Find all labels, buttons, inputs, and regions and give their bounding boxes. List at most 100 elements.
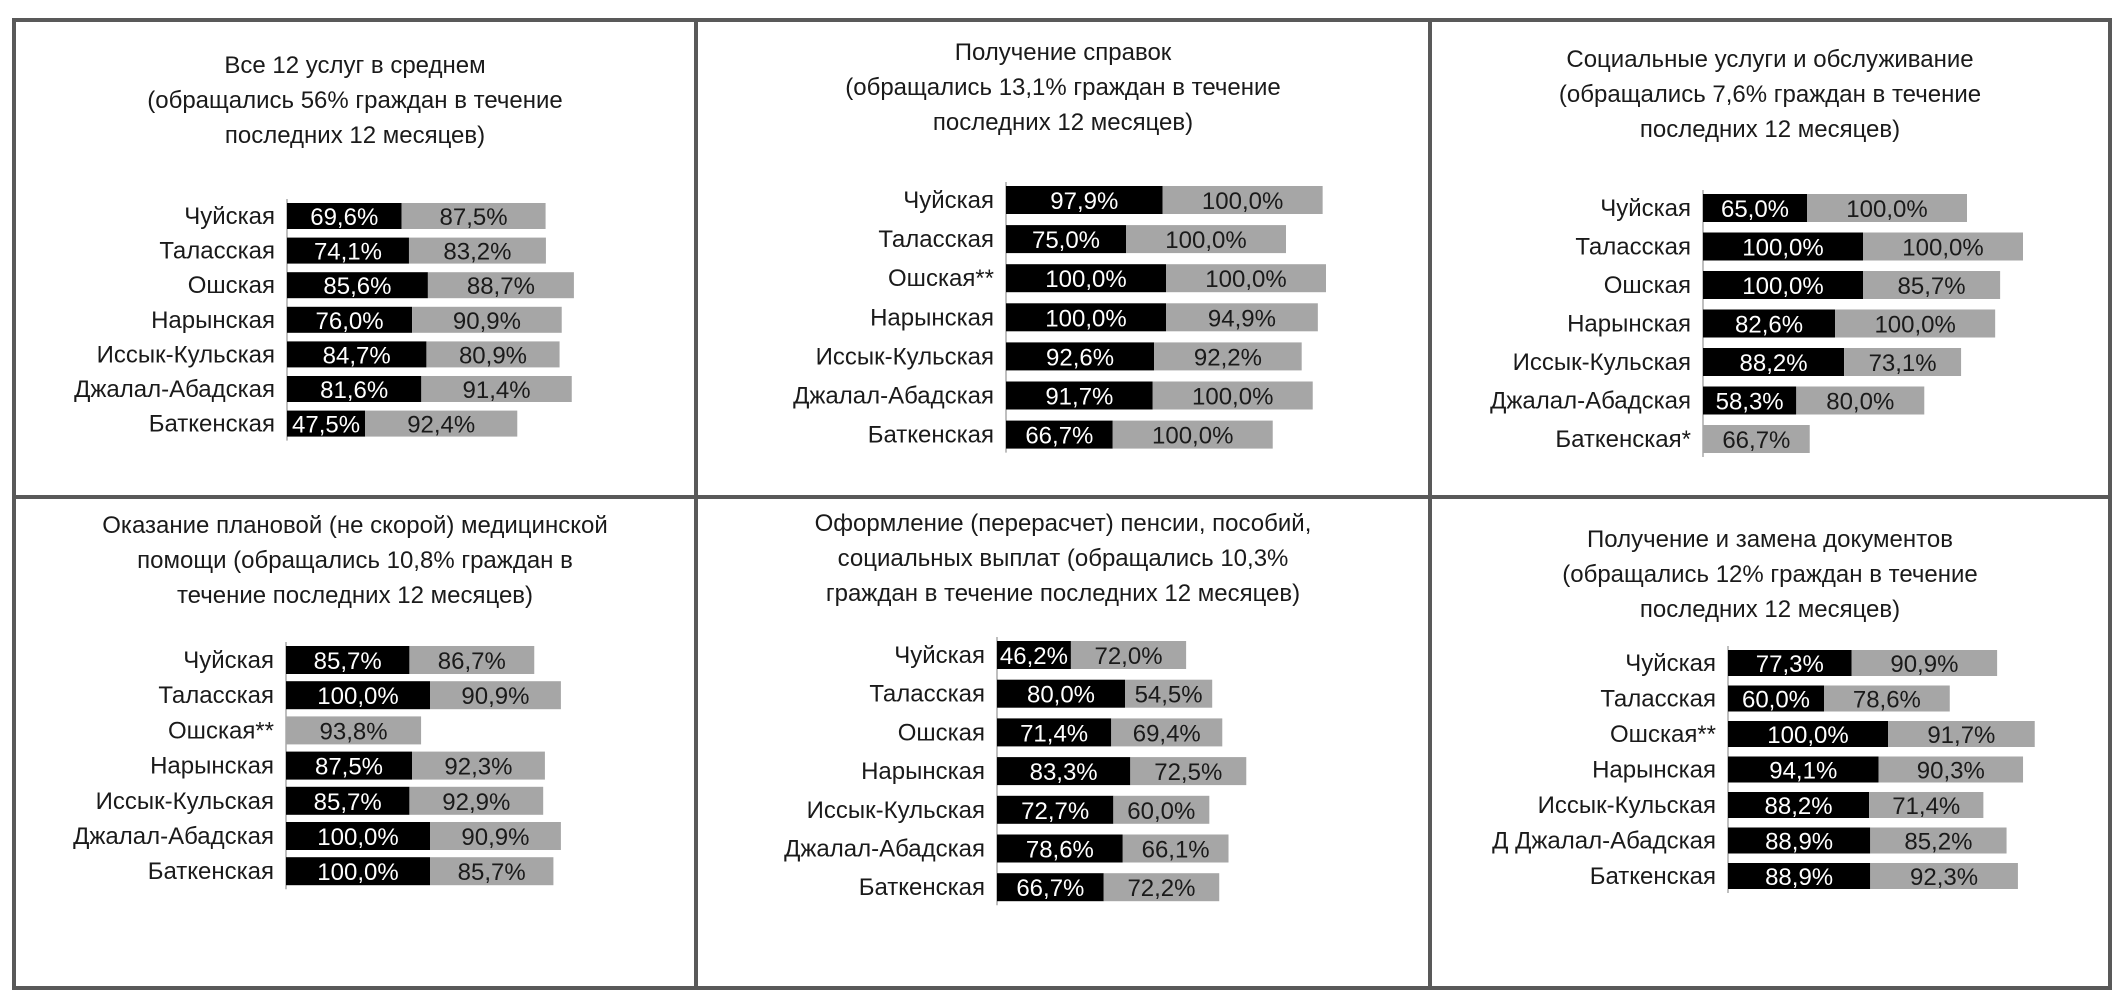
data-label: 100,0%	[1045, 266, 1126, 293]
category-label: Нарынская	[861, 758, 985, 785]
data-label: 85,6%	[323, 273, 391, 300]
data-label: 72,7%	[1021, 798, 1089, 825]
bar-segment-gray	[1162, 186, 1323, 214]
bar-segment-black	[286, 822, 430, 850]
data-label: 66,7%	[1025, 423, 1093, 450]
data-label: 100,0%	[1742, 235, 1823, 262]
data-label: 88,9%	[1765, 829, 1833, 856]
chart-title-line: Оказание плановой (не скорой) медицинско…	[102, 512, 608, 539]
bar-chart-svg: Чуйская 65,0% 100,0% Таласская 100,0% 100,0% О…	[1490, 190, 2023, 457]
bar-segment-gray	[1835, 309, 1996, 338]
data-label: 100,0%	[1874, 312, 1955, 339]
chart-title-line: Оформление (перерасчет) пенсии, пособий,	[814, 510, 1312, 537]
category-label: Нарынская	[150, 753, 274, 780]
category-label: Нарынская	[151, 307, 275, 334]
bar-chart-svg: Чуйская 85,7% 86,7% Таласская 100,0% 90,9% Ошс…	[73, 642, 561, 890]
bar-segment-gray	[430, 681, 561, 710]
category-label: Джалал-Абадская	[73, 823, 274, 850]
data-label: 77,3%	[1756, 651, 1824, 678]
bar-segment-black	[1728, 721, 1888, 747]
data-label: 82,6%	[1735, 312, 1803, 339]
data-label: 92,2%	[1194, 344, 1262, 371]
category-label: Баткенская	[859, 874, 985, 901]
bar-segment-gray	[1152, 381, 1313, 410]
bar-segment-gray	[1863, 271, 2001, 299]
data-label: 74,1%	[314, 239, 382, 266]
bar-segment-black	[997, 679, 1125, 708]
bar-segment-gray	[1844, 348, 1962, 376]
data-label: 60,0%	[1742, 687, 1810, 714]
bar-segment-black	[1728, 827, 1871, 854]
bar-segment-gray	[1870, 863, 2018, 889]
data-label: 81,6%	[320, 377, 388, 404]
data-label: 92,6%	[1046, 344, 1114, 371]
bar-segment-black	[997, 873, 1104, 902]
data-label: 80,0%	[1027, 682, 1095, 709]
bar-segment-gray	[1851, 650, 1998, 676]
category-label: Джалал-Абадская	[784, 836, 985, 863]
bar-chart-svg: Чуйская 97,9% 100,0% Таласская 75,0% 100,0% Ош…	[793, 182, 1326, 453]
bar-segment-black	[287, 203, 402, 229]
data-label: 46,2%	[1000, 643, 1068, 670]
bar-segment-gray	[401, 203, 546, 229]
bar-segment-gray	[1869, 792, 1984, 818]
data-label: 92,9%	[442, 789, 510, 816]
bar-segment-gray	[1130, 757, 1247, 786]
chart-panel-5: Оформление (перерасчет) пенсии, пособий,…	[698, 499, 1428, 986]
category-label: Баткенская*	[1555, 426, 1691, 453]
data-label: 78,6%	[1853, 687, 1921, 714]
bar-segment-black	[997, 795, 1114, 824]
data-label: 92,3%	[444, 754, 512, 781]
bar-segment-black	[997, 834, 1123, 863]
data-label: 93,8%	[320, 718, 388, 745]
bar-segment-gray	[1070, 641, 1187, 669]
bar-segment-black	[1703, 271, 1863, 299]
bar-segment-gray	[412, 751, 545, 780]
bar-segment-black	[1728, 650, 1852, 676]
category-label: Чуйская	[1625, 650, 1716, 677]
bar-segment-black	[997, 641, 1071, 669]
data-label: 100,0%	[1742, 273, 1823, 300]
data-label: 100,0%	[1152, 423, 1233, 450]
data-label: 94,1%	[1769, 758, 1837, 785]
data-label: 100,0%	[1192, 384, 1273, 411]
data-label: 88,2%	[1765, 793, 1833, 820]
data-label: 71,4%	[1020, 720, 1088, 747]
chart-title-line: последних 12 месяцев)	[1639, 596, 1901, 623]
bar-segment-gray	[1154, 342, 1302, 371]
bar-segment-black	[1006, 420, 1113, 449]
bar-segment-gray	[1703, 425, 1810, 453]
bar-segment-black	[286, 646, 410, 674]
bar-segment-black	[286, 857, 430, 886]
bar-segment-black	[1006, 381, 1153, 410]
bar-segment-black	[286, 681, 430, 710]
bar-segment-black	[1703, 348, 1845, 376]
data-label: 85,7%	[1898, 273, 1966, 300]
bar-segment-black	[1703, 309, 1836, 338]
chart-title-line: (обращались 56% граждан в течение	[147, 87, 563, 114]
chart-title: Получение справок (обращались 13,1% гражд…	[698, 35, 1428, 140]
data-label: 72,5%	[1154, 759, 1222, 786]
data-label: 75,0%	[1032, 227, 1100, 254]
category-label: Джалал-Абадская	[793, 383, 994, 410]
category-label: Чуйская	[184, 203, 275, 230]
data-label: 85,7%	[458, 859, 526, 886]
data-label: 80,0%	[1826, 389, 1894, 416]
data-label: 66,7%	[1016, 875, 1084, 902]
data-label: 100,0%	[1902, 235, 1983, 262]
category-label: Чуйская	[1600, 195, 1691, 222]
data-label: 100,0%	[1165, 227, 1246, 254]
chart-title-line: помощи (обращались 10,8% граждан в	[137, 547, 573, 574]
chart-title: Все 12 услуг в среднем (обращались 56% гр…	[16, 48, 694, 153]
data-label: 73,1%	[1869, 350, 1937, 377]
chart-panel-4: Оказание плановой (не скорой) медицинско…	[16, 499, 694, 986]
category-label: Ошская**	[1610, 721, 1716, 748]
data-label: 47,5%	[292, 412, 360, 439]
category-label: Иссык-Кульская	[807, 797, 985, 824]
data-label: 90,9%	[461, 683, 529, 710]
chart-title: Оказание плановой (не скорой) медицинско…	[16, 508, 694, 613]
bar-chart-svg: Чуйская 69,6% 87,5% Таласская 74,1% 83,2% Ошск…	[74, 199, 574, 441]
category-label: Баткенская	[868, 422, 994, 449]
bar-segment-gray	[430, 822, 561, 850]
